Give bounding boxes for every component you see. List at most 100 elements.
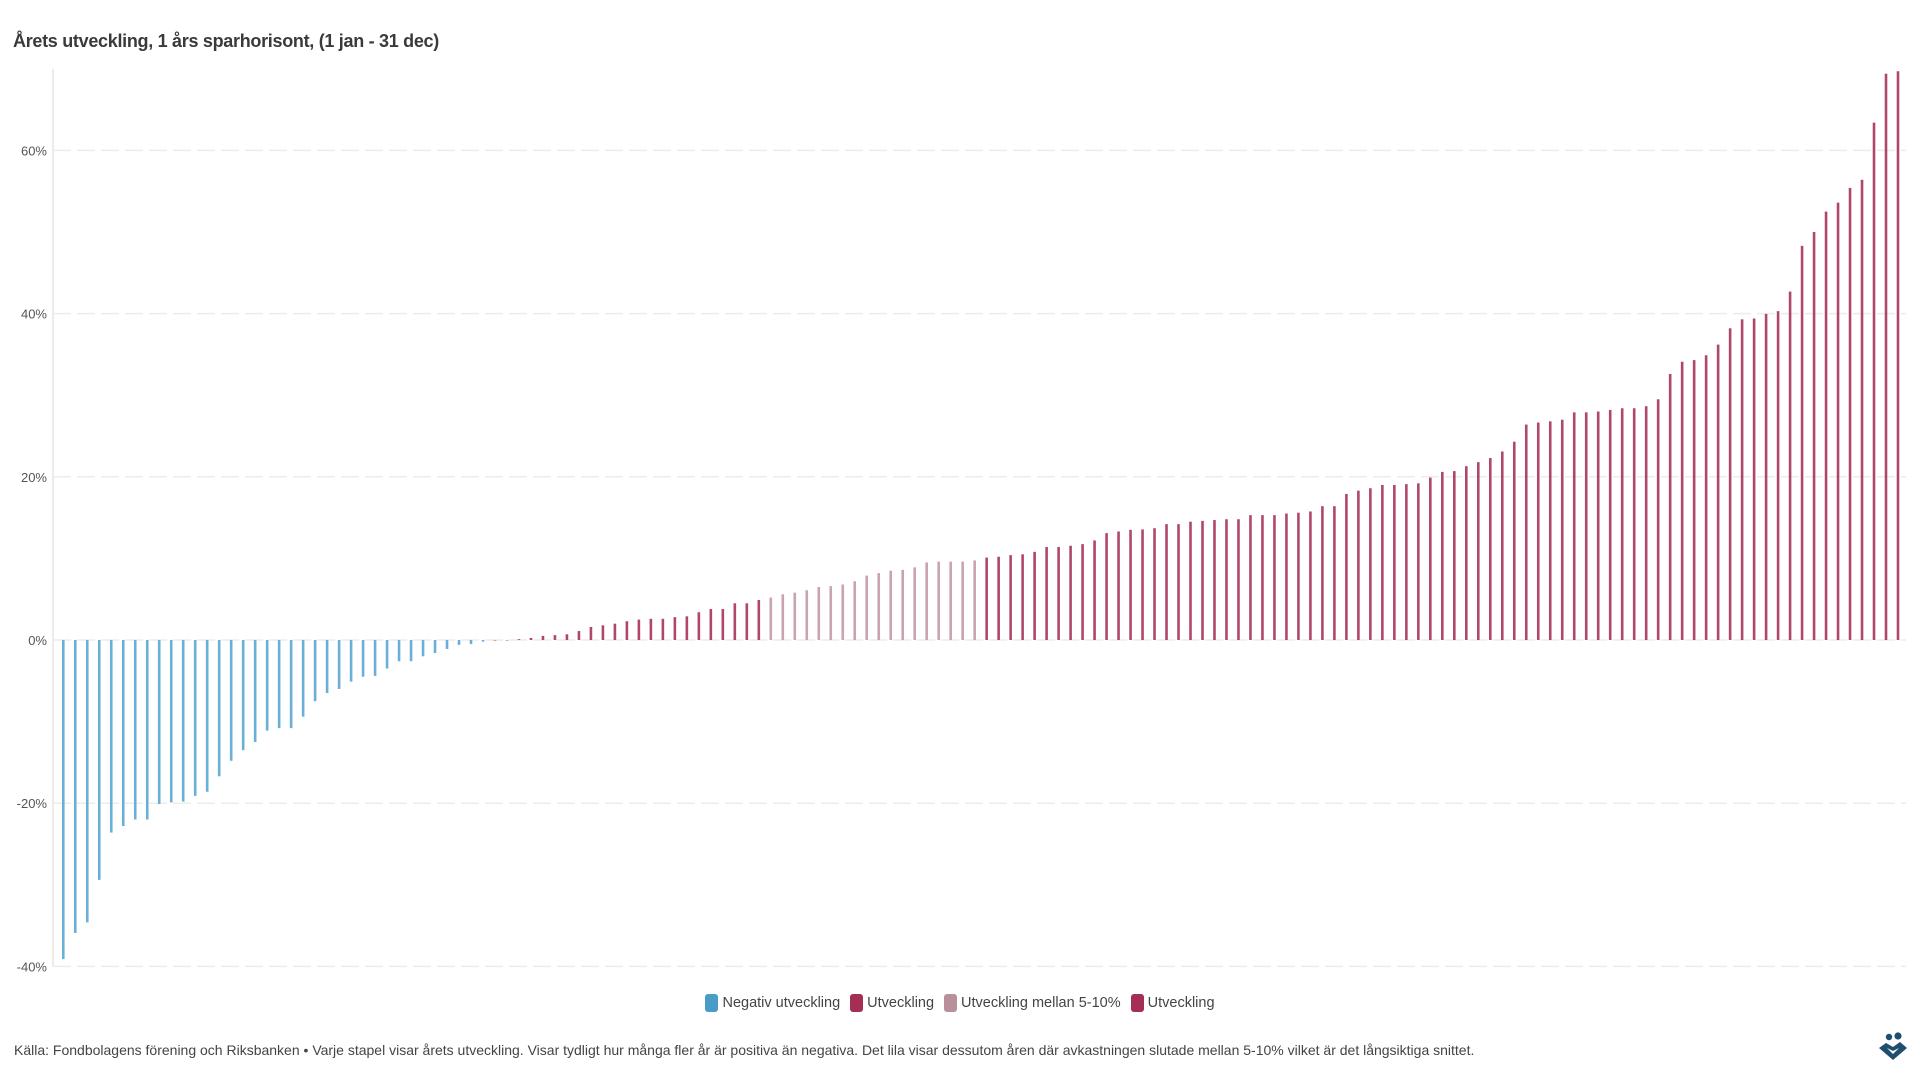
bar[interactable]	[1488, 458, 1492, 640]
bar[interactable]	[1512, 441, 1516, 640]
legend-item-positive[interactable]: Utveckling	[850, 994, 934, 1012]
bar[interactable]	[769, 597, 773, 640]
bar[interactable]	[1165, 524, 1168, 640]
bar[interactable]	[637, 619, 641, 640]
bar[interactable]	[1441, 471, 1444, 640]
bar[interactable]	[385, 640, 389, 669]
bar[interactable]	[1740, 319, 1744, 640]
bar[interactable]	[781, 594, 785, 640]
bar[interactable]	[289, 640, 293, 729]
bar[interactable]	[865, 575, 869, 640]
bar[interactable]	[709, 608, 713, 640]
bar[interactable]	[1716, 344, 1720, 640]
bar[interactable]	[313, 640, 317, 702]
bar[interactable]	[1357, 490, 1360, 640]
bar[interactable]	[1261, 515, 1264, 640]
bar[interactable]	[1476, 462, 1480, 640]
bar[interactable]	[757, 600, 761, 640]
bar[interactable]	[62, 640, 65, 960]
bar[interactable]	[1393, 484, 1396, 640]
bar[interactable]	[73, 640, 77, 933]
bar[interactable]	[397, 640, 401, 662]
bar[interactable]	[949, 561, 952, 640]
bar[interactable]	[553, 635, 557, 640]
bar[interactable]	[745, 603, 749, 640]
bar[interactable]	[997, 556, 1000, 640]
bar[interactable]	[1105, 533, 1108, 640]
bar[interactable]	[1381, 484, 1384, 640]
bar[interactable]	[133, 640, 137, 820]
bar[interactable]	[1548, 421, 1552, 640]
bar[interactable]	[1297, 512, 1300, 640]
bar[interactable]	[649, 618, 653, 640]
bar[interactable]	[589, 626, 593, 640]
bar[interactable]	[1704, 355, 1708, 640]
bar[interactable]	[1033, 551, 1036, 640]
bar[interactable]	[541, 635, 545, 640]
bar[interactable]	[1153, 528, 1156, 640]
bar[interactable]	[205, 640, 209, 792]
bar[interactable]	[1129, 529, 1132, 640]
bar[interactable]	[1644, 406, 1648, 640]
bar[interactable]	[445, 640, 449, 649]
bar[interactable]	[877, 573, 881, 640]
bar[interactable]	[577, 631, 581, 640]
bar[interactable]	[1045, 546, 1048, 640]
bar[interactable]	[829, 586, 833, 640]
bar[interactable]	[1824, 211, 1828, 640]
bar[interactable]	[1620, 408, 1624, 640]
bar[interactable]	[1560, 419, 1564, 640]
bar[interactable]	[1752, 318, 1756, 640]
bar[interactable]	[1213, 520, 1216, 640]
bar[interactable]	[1369, 488, 1372, 640]
bar[interactable]	[337, 640, 341, 689]
bar[interactable]	[1584, 412, 1588, 640]
bar[interactable]	[1405, 484, 1408, 640]
bar[interactable]	[1429, 477, 1432, 640]
bar[interactable]	[1021, 554, 1024, 640]
bar[interactable]	[685, 616, 689, 640]
bar[interactable]	[1273, 515, 1276, 640]
bar[interactable]	[1249, 515, 1252, 640]
legend-item-mid[interactable]: Utveckling mellan 5-10%	[944, 994, 1121, 1012]
bar[interactable]	[1081, 544, 1084, 640]
bar[interactable]	[361, 640, 365, 677]
bar[interactable]	[481, 640, 485, 642]
bar[interactable]	[613, 623, 617, 640]
bar[interactable]	[505, 640, 509, 641]
bar[interactable]	[1536, 422, 1540, 640]
bar[interactable]	[421, 640, 425, 657]
bar[interactable]	[517, 639, 521, 640]
bar[interactable]	[253, 640, 257, 742]
bar[interactable]	[1812, 232, 1816, 640]
bar[interactable]	[1225, 519, 1228, 640]
bar[interactable]	[1069, 545, 1072, 640]
bar[interactable]	[661, 618, 665, 640]
bar[interactable]	[469, 640, 473, 645]
bar[interactable]	[349, 640, 353, 682]
bar[interactable]	[325, 640, 329, 694]
bar[interactable]	[1860, 179, 1864, 640]
bar[interactable]	[1177, 524, 1180, 640]
bar[interactable]	[229, 640, 233, 761]
bar[interactable]	[1201, 520, 1204, 640]
bar[interactable]	[565, 634, 569, 640]
bar[interactable]	[901, 569, 905, 640]
bar[interactable]	[601, 625, 605, 640]
bar[interactable]	[265, 640, 269, 731]
bar[interactable]	[1872, 122, 1876, 640]
bar[interactable]	[193, 640, 197, 796]
bar[interactable]	[1800, 245, 1804, 640]
bar[interactable]	[1680, 361, 1684, 640]
bar[interactable]	[1093, 540, 1096, 640]
bar[interactable]	[1285, 513, 1288, 640]
bar[interactable]	[277, 640, 281, 729]
bar[interactable]	[913, 567, 916, 640]
bar[interactable]	[1692, 360, 1696, 640]
bar[interactable]	[1417, 483, 1420, 640]
bar[interactable]	[1500, 451, 1504, 640]
bar[interactable]	[1321, 506, 1324, 640]
bar[interactable]	[1309, 511, 1312, 640]
bar[interactable]	[961, 561, 964, 640]
bar[interactable]	[697, 612, 701, 640]
